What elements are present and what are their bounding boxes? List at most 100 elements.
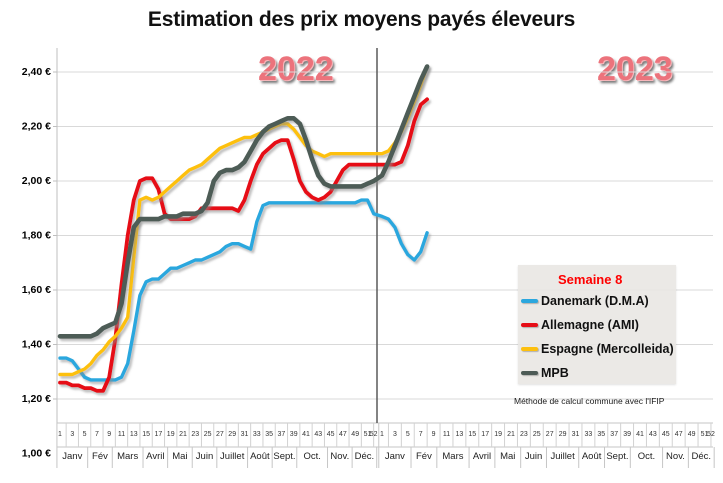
svg-text:23: 23: [520, 431, 528, 438]
legend-item-espagne: Espagne (Mercolleida): [518, 337, 676, 361]
legend-label: Allemagne (AMI): [541, 318, 639, 332]
svg-text:Avril: Avril: [473, 451, 491, 462]
svg-text:1: 1: [58, 431, 62, 438]
svg-text:Sept.: Sept.: [273, 451, 295, 462]
svg-text:Juillet: Juillet: [220, 451, 245, 462]
svg-text:Nov.: Nov.: [330, 451, 349, 462]
svg-text:Déc.: Déc.: [692, 451, 712, 462]
svg-text:Janv: Janv: [385, 451, 405, 462]
svg-text:1,40 €: 1,40 €: [22, 339, 51, 351]
svg-text:33: 33: [253, 431, 261, 438]
svg-text:11: 11: [118, 431, 125, 438]
svg-text:7: 7: [95, 431, 99, 438]
svg-text:13: 13: [130, 431, 138, 438]
svg-text:27: 27: [216, 431, 224, 438]
svg-text:Juillet: Juillet: [550, 451, 575, 462]
svg-text:Mars: Mars: [117, 451, 138, 462]
svg-text:Août: Août: [250, 451, 270, 462]
svg-text:43: 43: [649, 431, 657, 438]
svg-text:1,20 €: 1,20 €: [22, 393, 51, 405]
series-line-mpb: [57, 64, 430, 339]
svg-text:25: 25: [204, 431, 212, 438]
method-footnote: Méthode de calcul commune avec l'IFIP: [514, 396, 665, 406]
svg-text:41: 41: [302, 431, 310, 438]
svg-text:Avril: Avril: [146, 451, 164, 462]
svg-text:51: 51: [364, 431, 372, 438]
svg-text:37: 37: [278, 431, 286, 438]
svg-text:2,40 €: 2,40 €: [22, 66, 51, 78]
legend-box: Semaine 8 Danemark (D.M.A) Allemagne (AM…: [518, 265, 676, 384]
svg-text:29: 29: [228, 431, 236, 438]
svg-text:Fév: Fév: [416, 451, 432, 462]
svg-text:19: 19: [494, 431, 502, 438]
svg-text:Janv: Janv: [62, 451, 82, 462]
svg-text:47: 47: [339, 431, 347, 438]
svg-text:39: 39: [623, 431, 631, 438]
svg-text:3: 3: [393, 431, 397, 438]
svg-text:31: 31: [241, 431, 249, 438]
svg-text:35: 35: [265, 431, 273, 438]
svg-text:5: 5: [406, 431, 410, 438]
legend-item-danemark: Danemark (D.M.A): [518, 289, 676, 313]
svg-text:35: 35: [597, 431, 605, 438]
svg-text:Oct.: Oct.: [303, 451, 320, 462]
svg-text:3: 3: [70, 431, 74, 438]
svg-text:Mai: Mai: [500, 451, 515, 462]
year-label-2022: 2022: [258, 50, 334, 88]
mpb-line-swatch-icon: [521, 371, 538, 375]
svg-text:Fév: Fév: [92, 451, 108, 462]
svg-text:Août: Août: [582, 451, 602, 462]
year-label-2023: 2023: [597, 50, 673, 88]
svg-text:2,00 €: 2,00 €: [22, 175, 51, 187]
legend-label: Danemark (D.M.A): [541, 294, 649, 308]
espagne-line-swatch-icon: [521, 347, 538, 351]
svg-text:45: 45: [327, 431, 335, 438]
svg-text:52: 52: [370, 431, 378, 438]
svg-text:Déc.: Déc.: [355, 451, 375, 462]
axes: 2,40 € 2,20 € 2,00 € 1,80 € 1,60 € 1,40 € 1,20…: [22, 48, 715, 468]
svg-text:49: 49: [688, 431, 696, 438]
svg-text:21: 21: [507, 431, 515, 438]
svg-text:51: 51: [701, 431, 709, 438]
svg-text:Oct.: Oct.: [638, 451, 655, 462]
svg-text:Mars: Mars: [442, 451, 463, 462]
svg-text:45: 45: [662, 431, 670, 438]
series-line-danemark-d-m-a-: [58, 198, 429, 382]
svg-text:7: 7: [419, 431, 423, 438]
legend-item-mpb: MPB: [518, 361, 676, 385]
series-line-allemagne-ami-: [58, 97, 430, 393]
svg-text:1,00 €: 1,00 €: [22, 448, 51, 460]
svg-text:17: 17: [155, 431, 163, 438]
series-line-espagne-mercolleida-: [58, 64, 429, 377]
legend-item-allemagne: Allemagne (AMI): [518, 313, 676, 337]
svg-text:25: 25: [533, 431, 541, 438]
chart-title: Estimation des prix moyens payés éleveur…: [147, 8, 576, 31]
svg-text:15: 15: [468, 431, 476, 438]
data-series: [57, 64, 430, 393]
svg-text:39: 39: [290, 431, 298, 438]
svg-text:1,60 €: 1,60 €: [22, 284, 51, 296]
svg-text:43: 43: [314, 431, 322, 438]
svg-text:27: 27: [546, 431, 554, 438]
legend-label: MPB: [541, 366, 569, 380]
svg-text:1: 1: [380, 431, 384, 438]
danemark-line-swatch-icon: [521, 299, 538, 303]
svg-text:52: 52: [707, 431, 715, 438]
svg-text:29: 29: [559, 431, 567, 438]
svg-text:47: 47: [675, 431, 683, 438]
svg-text:11: 11: [443, 431, 450, 438]
svg-text:Mai: Mai: [172, 451, 187, 462]
svg-text:9: 9: [107, 431, 111, 438]
svg-text:15: 15: [142, 431, 150, 438]
svg-text:33: 33: [585, 431, 593, 438]
svg-text:21: 21: [179, 431, 187, 438]
svg-text:19: 19: [167, 431, 175, 438]
svg-text:17: 17: [481, 431, 489, 438]
svg-text:49: 49: [351, 431, 359, 438]
svg-text:23: 23: [191, 431, 199, 438]
svg-text:41: 41: [636, 431, 644, 438]
svg-text:Juin: Juin: [196, 451, 213, 462]
svg-text:1,80 €: 1,80 €: [22, 230, 51, 242]
svg-text:31: 31: [572, 431, 580, 438]
